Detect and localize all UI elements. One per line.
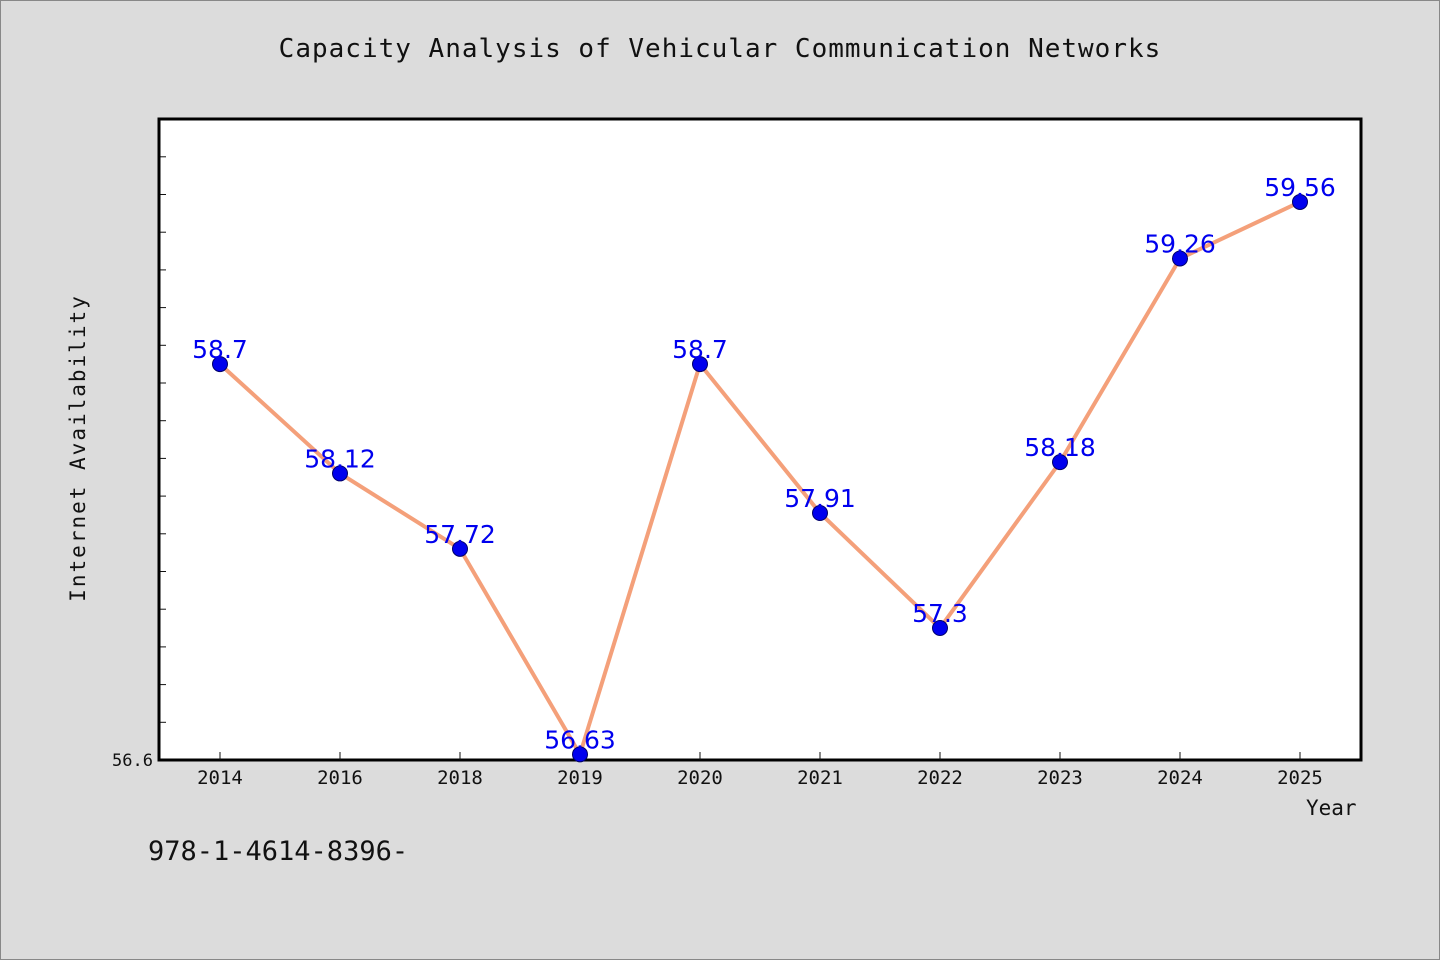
data-label: 58.7 bbox=[192, 335, 248, 364]
data-point bbox=[1052, 454, 1068, 471]
data-point bbox=[212, 356, 228, 373]
x-tick-label: 2020 bbox=[677, 767, 723, 789]
data-point bbox=[1172, 250, 1188, 267]
x-tick-label: 2019 bbox=[557, 767, 603, 789]
plot-frame bbox=[157, 117, 1363, 762]
data-point bbox=[932, 620, 948, 637]
data-label: 58.7 bbox=[672, 335, 728, 364]
chart-title: Capacity Analysis of Vehicular Communica… bbox=[278, 34, 1162, 64]
y-tick-label: 56.6 bbox=[112, 751, 153, 771]
data-point bbox=[692, 356, 708, 373]
data-label: 57.3 bbox=[912, 599, 968, 628]
x-tick-label: 2018 bbox=[437, 767, 483, 789]
x-tick-label: 2024 bbox=[1157, 767, 1203, 789]
data-label: 56.63 bbox=[544, 725, 616, 754]
data-point bbox=[332, 465, 348, 482]
x-tick-label: 2023 bbox=[1037, 767, 1083, 789]
data-label: 58.18 bbox=[1024, 433, 1096, 462]
x-tick-label: 2014 bbox=[197, 767, 243, 789]
x-tick-label: 2022 bbox=[917, 767, 963, 789]
series-line bbox=[218, 200, 1301, 757]
x-tick-label: 2025 bbox=[1277, 767, 1323, 789]
data-point bbox=[452, 540, 468, 557]
data-point bbox=[812, 505, 828, 522]
x-tick-label: 2021 bbox=[797, 767, 843, 789]
data-label: 59.26 bbox=[1144, 230, 1216, 259]
data-label: 57.91 bbox=[784, 484, 856, 513]
data-label: 58.12 bbox=[304, 444, 376, 473]
x-tick-label: 2016 bbox=[317, 767, 363, 789]
data-label: 59.56 bbox=[1264, 173, 1336, 202]
data-point bbox=[572, 746, 588, 763]
data-label: 57.72 bbox=[424, 520, 496, 549]
data-point bbox=[1292, 193, 1308, 210]
x-axis-label: Year bbox=[1306, 796, 1357, 820]
footnote-text: 978-1-4614-8396- bbox=[148, 836, 409, 867]
